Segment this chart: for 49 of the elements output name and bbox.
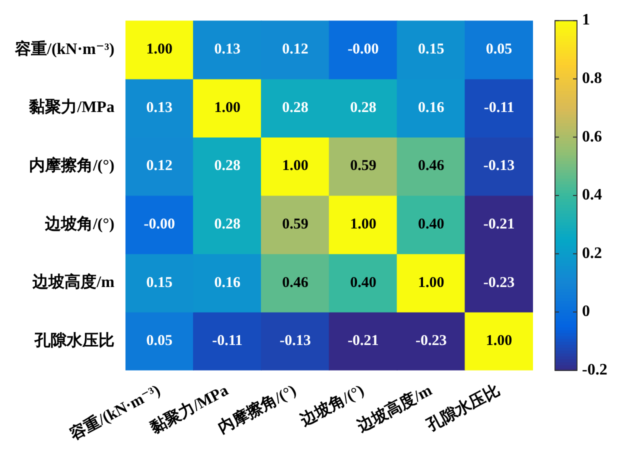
data-label: 1.00: [350, 216, 376, 232]
data-label: 0.28: [214, 158, 240, 174]
data-label: 1.00: [146, 42, 173, 58]
data-label: 0.15: [418, 42, 444, 58]
color-bar-label: 0.4: [582, 186, 602, 204]
data-label: 0.05: [146, 333, 173, 350]
data-label: -0.23: [483, 274, 515, 291]
data-label: -0.00: [144, 216, 176, 232]
y-tick-label: 边坡高度/m: [32, 272, 116, 292]
data-label: 0.28: [350, 100, 376, 116]
color-bar-label: 0.2: [582, 244, 602, 262]
data-label: -0.21: [348, 333, 379, 350]
data-label: 0.13: [146, 100, 173, 116]
data-label: 0.12: [146, 158, 173, 174]
data-label: 0.28: [282, 100, 308, 116]
data-label: 0.59: [350, 158, 376, 174]
data-label: -0.11: [484, 100, 514, 116]
data-label: 0.28: [214, 216, 240, 232]
data-label: 1.00: [486, 333, 512, 350]
data-label: 0.40: [350, 274, 376, 291]
color-bar-label: 0: [582, 303, 590, 320]
data-label: 1.00: [418, 274, 444, 291]
data-label: -0.00: [348, 42, 379, 58]
data-label: 0.05: [486, 42, 512, 58]
y-tick-label: 黏聚力/MPa: [28, 98, 114, 116]
data-label: 0.16: [418, 100, 445, 116]
data-label: 0.59: [282, 216, 308, 232]
y-tick-label: 孔隙水压比: [33, 331, 114, 350]
data-label: 0.46: [418, 158, 445, 174]
color-bar-label: 0.6: [582, 128, 602, 146]
data-label: -0.13: [280, 333, 311, 350]
data-label: 0.12: [282, 42, 308, 58]
data-label: 0.13: [214, 42, 240, 58]
data-label: -0.13: [483, 158, 515, 174]
data-label: 1.00: [282, 158, 308, 174]
data-label: -0.23: [415, 333, 447, 350]
color-bar-label: -0.2: [582, 361, 608, 378]
y-tick-label: 容重/(kN·m⁻³): [14, 38, 114, 58]
y-tick-label: 边坡角/(°): [44, 214, 114, 233]
data-label: 0.15: [146, 274, 173, 291]
data-label: 0.40: [418, 216, 444, 232]
data-label: 1.00: [214, 100, 240, 116]
data-label: 0.16: [214, 274, 241, 291]
color-bar-label: 1: [582, 12, 590, 29]
data-label: -0.21: [483, 216, 515, 232]
data-label: 0.46: [282, 274, 309, 291]
data-label: -0.11: [212, 333, 243, 350]
y-tick-label: 内摩擦角/(°): [28, 156, 114, 174]
color-bar-label: 0.8: [582, 70, 602, 88]
